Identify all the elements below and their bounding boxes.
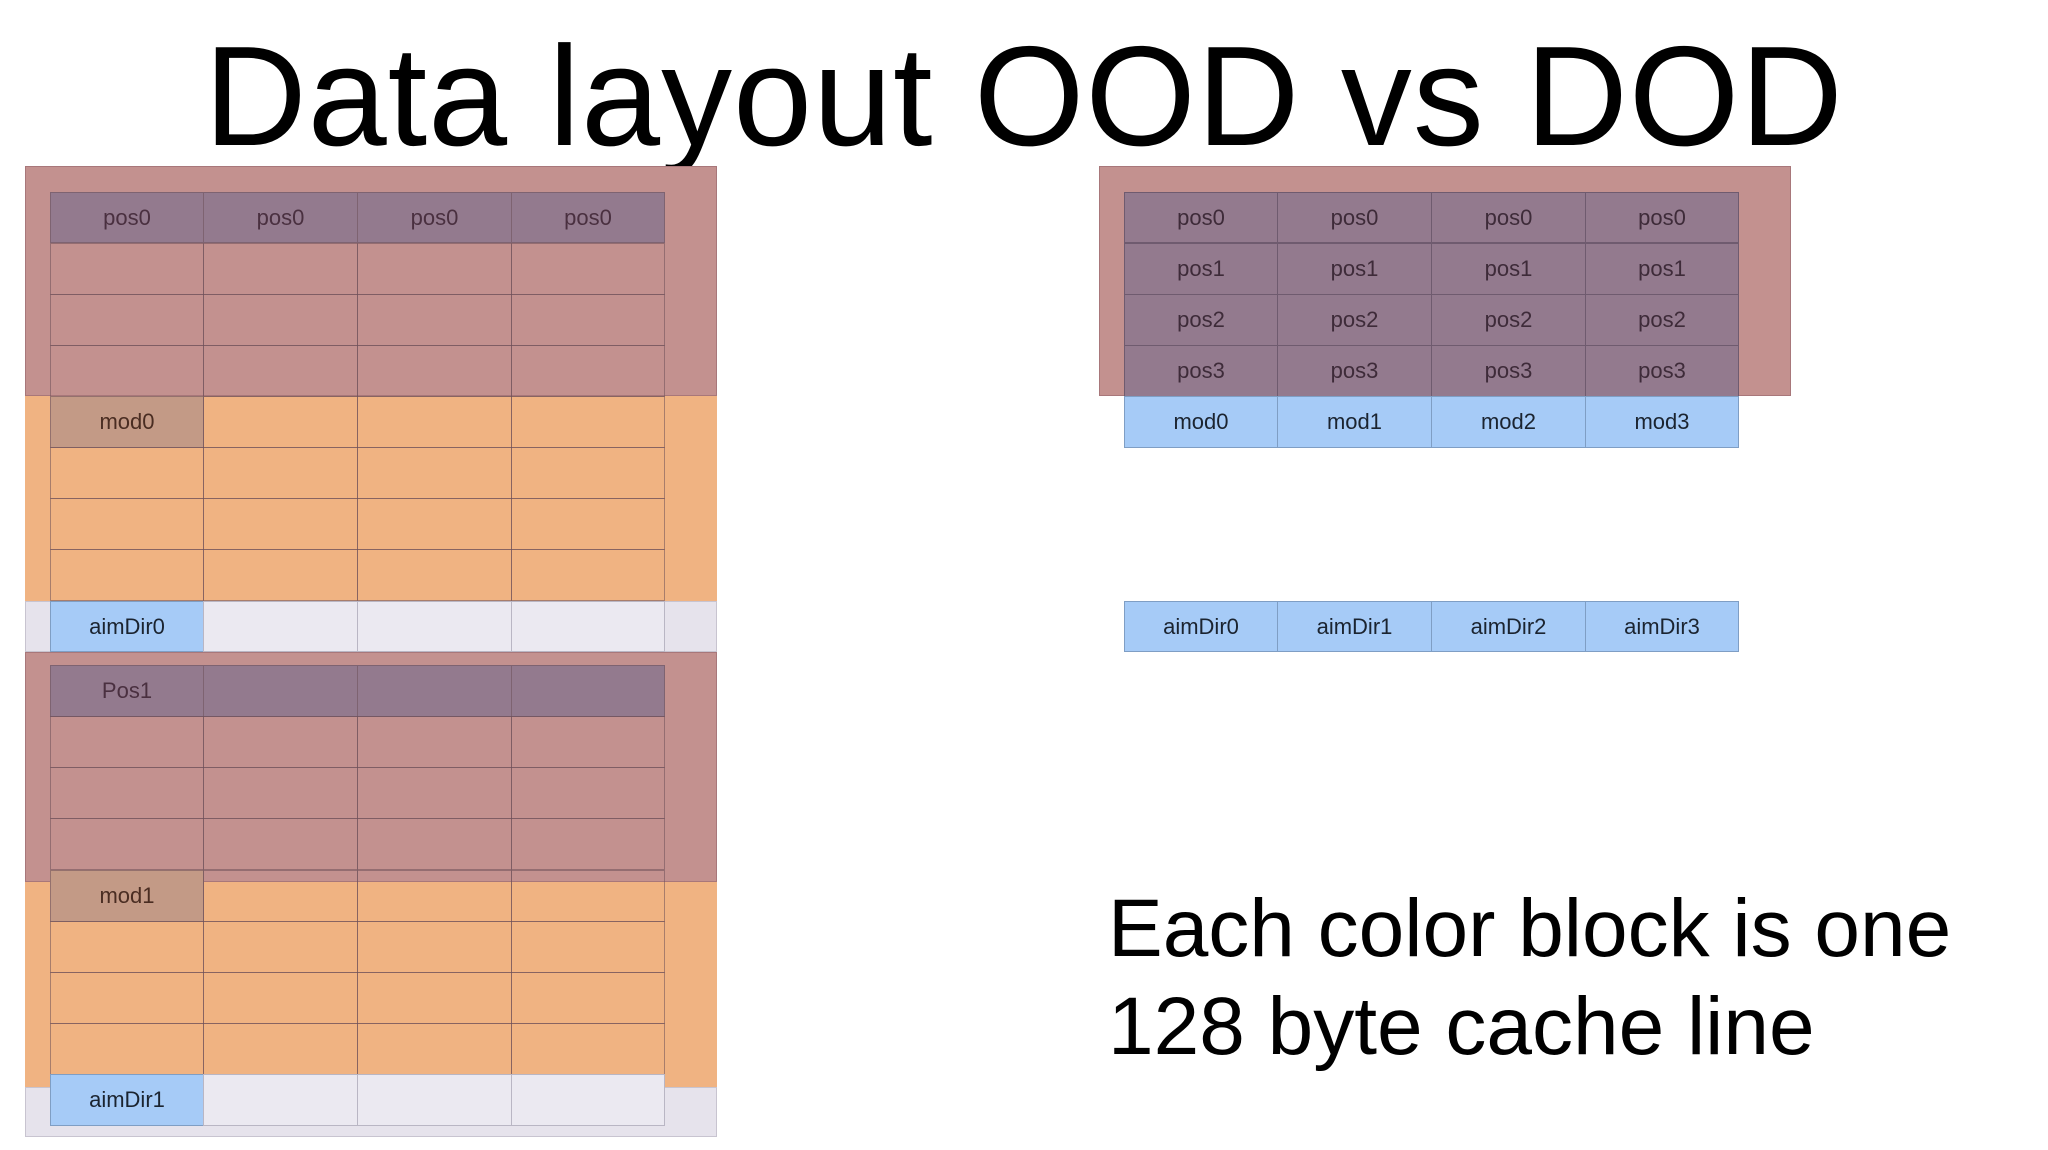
ood-empty-cell <box>203 549 358 601</box>
dod-mod-cell: mod2 <box>1431 396 1586 448</box>
dod-pos-cell: pos2 <box>1124 294 1278 346</box>
ood-empty-cell <box>511 1074 665 1126</box>
ood-pos-cell <box>203 665 358 717</box>
ood-empty-cell <box>511 396 665 448</box>
dod-mod-cell: mod0 <box>1124 396 1278 448</box>
ood-empty-cell <box>203 972 358 1024</box>
dod-pos-cell: pos3 <box>1277 345 1432 397</box>
ood-empty-cell <box>50 498 204 550</box>
dod-aim-cell: aimDir1 <box>1277 601 1432 652</box>
cache-line-note: Each color block is one 128 byte cache l… <box>1108 883 1952 1072</box>
ood-empty-cell <box>357 498 512 550</box>
ood-empty-cell <box>511 767 665 819</box>
dod-mod-cell: mod1 <box>1277 396 1432 448</box>
dod-aim-cell: aimDir2 <box>1431 601 1586 652</box>
ood-empty-cell <box>203 601 358 652</box>
ood-empty-cell <box>50 767 204 819</box>
ood-pos-cell: pos0 <box>357 192 512 243</box>
ood-empty-cell <box>357 345 512 397</box>
ood-empty-cell <box>203 870 358 922</box>
ood-empty-cell <box>357 396 512 448</box>
dod-pos-cell: pos2 <box>1585 294 1739 346</box>
dod-pos-cell: pos3 <box>1124 345 1278 397</box>
ood-empty-cell <box>50 716 204 768</box>
dod-pos-cell: pos2 <box>1431 294 1586 346</box>
ood-empty-cell <box>511 716 665 768</box>
ood-empty-cell <box>203 921 358 973</box>
dod-pos-cell: pos0 <box>1277 192 1432 243</box>
ood-empty-cell <box>511 601 665 652</box>
ood-empty-cell <box>357 294 512 346</box>
ood-empty-cell <box>203 1074 358 1126</box>
ood-empty-cell <box>511 498 665 550</box>
dod-pos-cell: pos1 <box>1431 243 1586 295</box>
ood-empty-cell <box>511 870 665 922</box>
dod-pos-cell: pos0 <box>1431 192 1586 243</box>
ood-empty-cell <box>50 345 204 397</box>
ood-empty-cell <box>511 818 665 870</box>
ood-empty-cell <box>203 498 358 550</box>
ood-empty-cell <box>511 345 665 397</box>
ood-empty-cell <box>203 294 358 346</box>
ood-pos-cell: pos0 <box>203 192 358 243</box>
dod-pos-cell: pos1 <box>1277 243 1432 295</box>
ood-empty-cell <box>203 716 358 768</box>
dod-pos-cell: pos3 <box>1585 345 1739 397</box>
ood-aim-cell: aimDir0 <box>50 601 204 652</box>
ood-empty-cell <box>511 243 665 295</box>
ood-empty-cell <box>357 818 512 870</box>
ood-empty-cell <box>357 243 512 295</box>
ood-empty-cell <box>203 243 358 295</box>
ood-empty-cell <box>357 870 512 922</box>
ood-empty-cell <box>357 1074 512 1126</box>
ood-empty-cell <box>357 716 512 768</box>
ood-empty-cell <box>50 972 204 1024</box>
ood-empty-cell <box>511 294 665 346</box>
ood-empty-cell <box>511 549 665 601</box>
ood-empty-cell <box>357 921 512 973</box>
ood-pos-cell <box>357 665 512 717</box>
dod-mod-cell: mod3 <box>1585 396 1739 448</box>
ood-empty-cell <box>357 767 512 819</box>
dod-pos-cell: pos0 <box>1585 192 1739 243</box>
ood-pos-cell: pos0 <box>511 192 665 243</box>
ood-empty-cell <box>511 1023 665 1075</box>
ood-empty-cell <box>357 447 512 499</box>
ood-empty-cell <box>511 447 665 499</box>
ood-empty-cell <box>357 1023 512 1075</box>
ood-empty-cell <box>50 1023 204 1075</box>
ood-empty-cell <box>50 549 204 601</box>
dod-pos-cell: pos3 <box>1431 345 1586 397</box>
dod-aim-cell: aimDir0 <box>1124 601 1278 652</box>
ood-empty-cell <box>203 345 358 397</box>
ood-mod-cell: mod1 <box>50 870 204 922</box>
slide-title: Data layout OOD vs DOD <box>204 17 1844 176</box>
ood-empty-cell <box>203 818 358 870</box>
ood-aim-cell: aimDir1 <box>50 1074 204 1126</box>
ood-empty-cell <box>203 447 358 499</box>
ood-empty-cell <box>357 601 512 652</box>
ood-mod-cell: mod0 <box>50 396 204 448</box>
ood-empty-cell <box>203 1023 358 1075</box>
ood-empty-cell <box>50 294 204 346</box>
ood-empty-cell <box>357 972 512 1024</box>
ood-empty-cell <box>511 972 665 1024</box>
ood-empty-cell <box>357 549 512 601</box>
ood-empty-cell <box>50 818 204 870</box>
dod-pos-cell: pos1 <box>1585 243 1739 295</box>
ood-pos-cell: pos0 <box>50 192 204 243</box>
ood-empty-cell <box>50 447 204 499</box>
dod-pos-cell: pos0 <box>1124 192 1278 243</box>
ood-empty-cell <box>511 921 665 973</box>
ood-pos-cell: Pos1 <box>50 665 204 717</box>
ood-empty-cell <box>203 396 358 448</box>
ood-empty-cell <box>50 921 204 973</box>
ood-empty-cell <box>50 243 204 295</box>
dod-pos-cell: pos1 <box>1124 243 1278 295</box>
dod-aim-cell: aimDir3 <box>1585 601 1739 652</box>
dod-pos-cell: pos2 <box>1277 294 1432 346</box>
ood-pos-cell <box>511 665 665 717</box>
ood-empty-cell <box>203 767 358 819</box>
